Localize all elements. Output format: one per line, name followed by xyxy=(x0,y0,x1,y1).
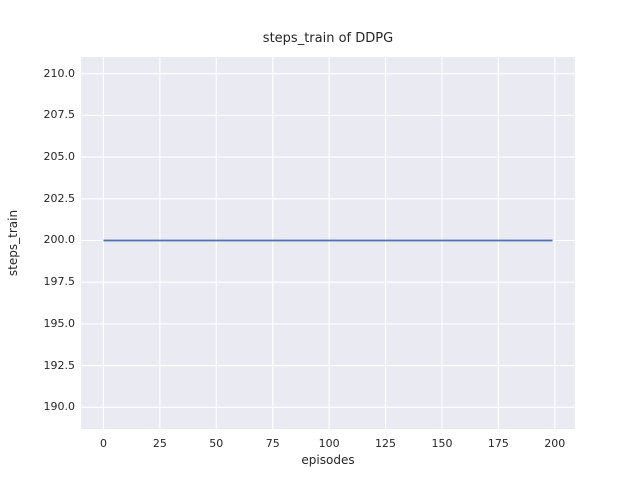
y-tick-label: 195.0 xyxy=(43,316,76,330)
y-tick-label: 192.5 xyxy=(43,358,76,372)
x-axis-label: episodes xyxy=(301,453,355,467)
x-tick-label: 125 xyxy=(375,437,397,450)
y-tick-label: 190.0 xyxy=(43,400,76,414)
x-tick-label: 75 xyxy=(265,437,280,450)
x-tick-label: 175 xyxy=(487,437,509,450)
plot-area xyxy=(81,57,575,429)
x-tick-label: 25 xyxy=(152,437,167,450)
grid-and-series-svg xyxy=(81,57,575,429)
axes-background xyxy=(81,57,575,429)
x-tick-label: 50 xyxy=(209,437,224,450)
y-tick-label: 202.5 xyxy=(43,191,76,205)
y-tick-label: 207.5 xyxy=(43,108,76,122)
y-tick-label: 200.0 xyxy=(43,233,76,247)
x-tick-label: 0 xyxy=(99,437,107,450)
chart-title: steps_train of DDPG xyxy=(262,31,394,46)
y-tick-label: 205.0 xyxy=(43,150,76,164)
y-axis-label: steps_train xyxy=(6,209,20,277)
y-tick-label: 210.0 xyxy=(43,66,76,80)
x-tick-label: 200 xyxy=(544,437,566,450)
x-tick-label: 100 xyxy=(318,437,340,450)
y-tick-label: 197.5 xyxy=(43,275,76,289)
x-tick-label: 150 xyxy=(431,437,453,450)
